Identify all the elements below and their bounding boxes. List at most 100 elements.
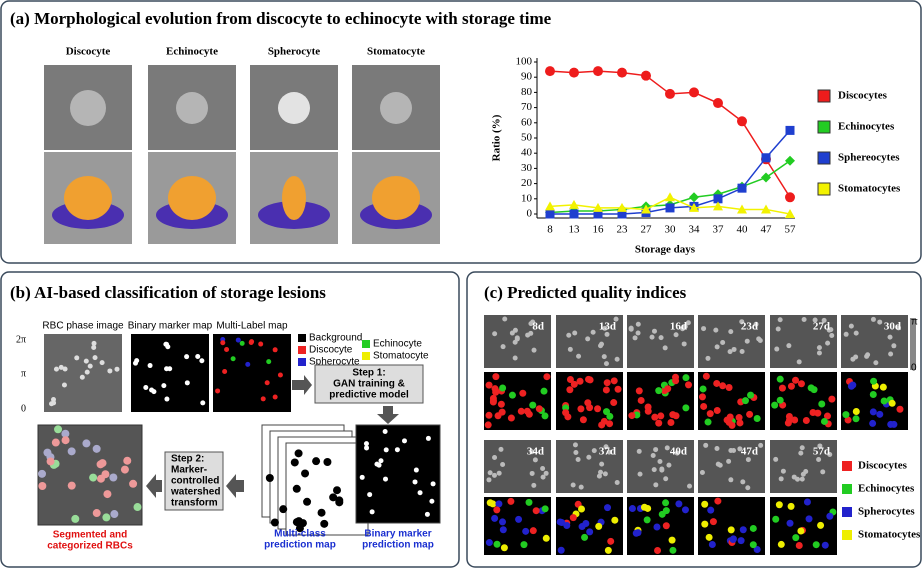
cell-dot [52,439,60,447]
y-tick-label: 60 [521,116,533,128]
y-tick-label: 80 [521,86,533,98]
day-label: 16d [670,321,687,333]
cell-dot [896,406,903,413]
cell-dot [541,475,546,480]
text-line: prediction map [362,540,434,551]
cell-dot [797,359,802,364]
y-tick-label: 10 [521,192,533,204]
colorbar-label: 0 [911,363,917,374]
data-point [761,173,771,183]
data-point [665,89,675,99]
cell-dot [667,419,674,426]
text-line: 0 [21,403,26,414]
x-tick-label: 34 [689,224,701,236]
cell-dot [542,505,549,512]
cell-dot [628,412,635,419]
cell-dot [876,411,883,418]
cell-dot [786,417,793,424]
image-label: Multi-Label map [216,321,288,332]
cell-dot [663,345,668,350]
cell-dot [486,539,493,546]
cell-dot [109,474,117,482]
cell-dot [641,504,648,511]
cell-dot [786,343,791,348]
cell-dot [85,370,90,375]
cell-dot [682,341,687,346]
day-label: 8d [532,321,544,333]
cell-dot [714,446,719,451]
cell-dot [43,449,51,457]
cell-dot [788,383,795,390]
arrow [226,474,244,498]
cell-dot [570,514,577,521]
cell-dot [853,408,860,415]
cell-dot [607,538,614,545]
cell-dot [429,499,434,504]
cell-dot [889,400,896,407]
cell-dot [880,384,887,391]
cell-dot [771,402,778,409]
cell-dot [636,322,641,327]
cell-dot [102,513,110,521]
cell-dot [800,445,805,450]
cell-dot [776,326,781,331]
cell-dot [728,448,733,453]
cell-dot [604,361,609,366]
cell-dot [567,376,574,383]
cell-body [380,92,412,124]
cell-dot [89,474,97,482]
cell-dot [507,498,514,505]
cell-dot [524,408,531,415]
cell-dot [742,397,749,404]
cell-dot [501,544,508,551]
data-point [569,68,579,78]
cell-dot [68,482,76,490]
cell-dot [93,355,98,360]
cell-dot [586,455,591,460]
cell-dot [718,463,723,468]
cell-dot [774,347,779,352]
image-label: RBC phase image [42,321,124,332]
legend-swatch [842,530,852,540]
cell-dot [611,517,618,524]
cell-dot [584,399,591,406]
cell-dot [750,525,757,532]
cell-dot [870,391,877,398]
data-point [713,98,723,108]
cell-dot [571,483,576,488]
legend-label: Stomatocytes [838,183,901,195]
cell-dot [38,470,46,478]
cell-dot [532,348,537,353]
cell-dot [47,457,55,465]
cell-dot [426,436,431,441]
legend-swatch [818,152,830,164]
data-point [786,126,795,135]
text-line: Step 1: [352,368,385,379]
cell-dot [849,382,856,389]
cell-dot [787,520,794,527]
legend-label: Echinocytes [858,483,915,495]
cell-dot [148,363,153,368]
day-label: 23d [741,321,758,333]
cell-dot [853,354,858,359]
cell-dot [273,395,278,400]
cell-dot [582,520,589,527]
cell-dot [710,518,717,525]
cell-dot [604,379,611,386]
cell-dot [224,347,229,352]
cell-dot [543,373,550,380]
text-line: Step 2: [171,454,204,465]
cell-dot [713,380,720,387]
cell-dot [887,421,894,428]
cell-dot [580,416,587,423]
y-tick-label: 20 [521,177,533,189]
cell-dot [745,485,750,490]
y-tick-label: 100 [516,56,533,68]
data-point [738,184,747,193]
cell-dot [659,335,664,340]
cell-dot [797,527,804,534]
cell-dot [605,547,612,554]
surface-peak [64,176,112,220]
cell-dot [495,500,502,507]
cell-dot [726,419,733,426]
